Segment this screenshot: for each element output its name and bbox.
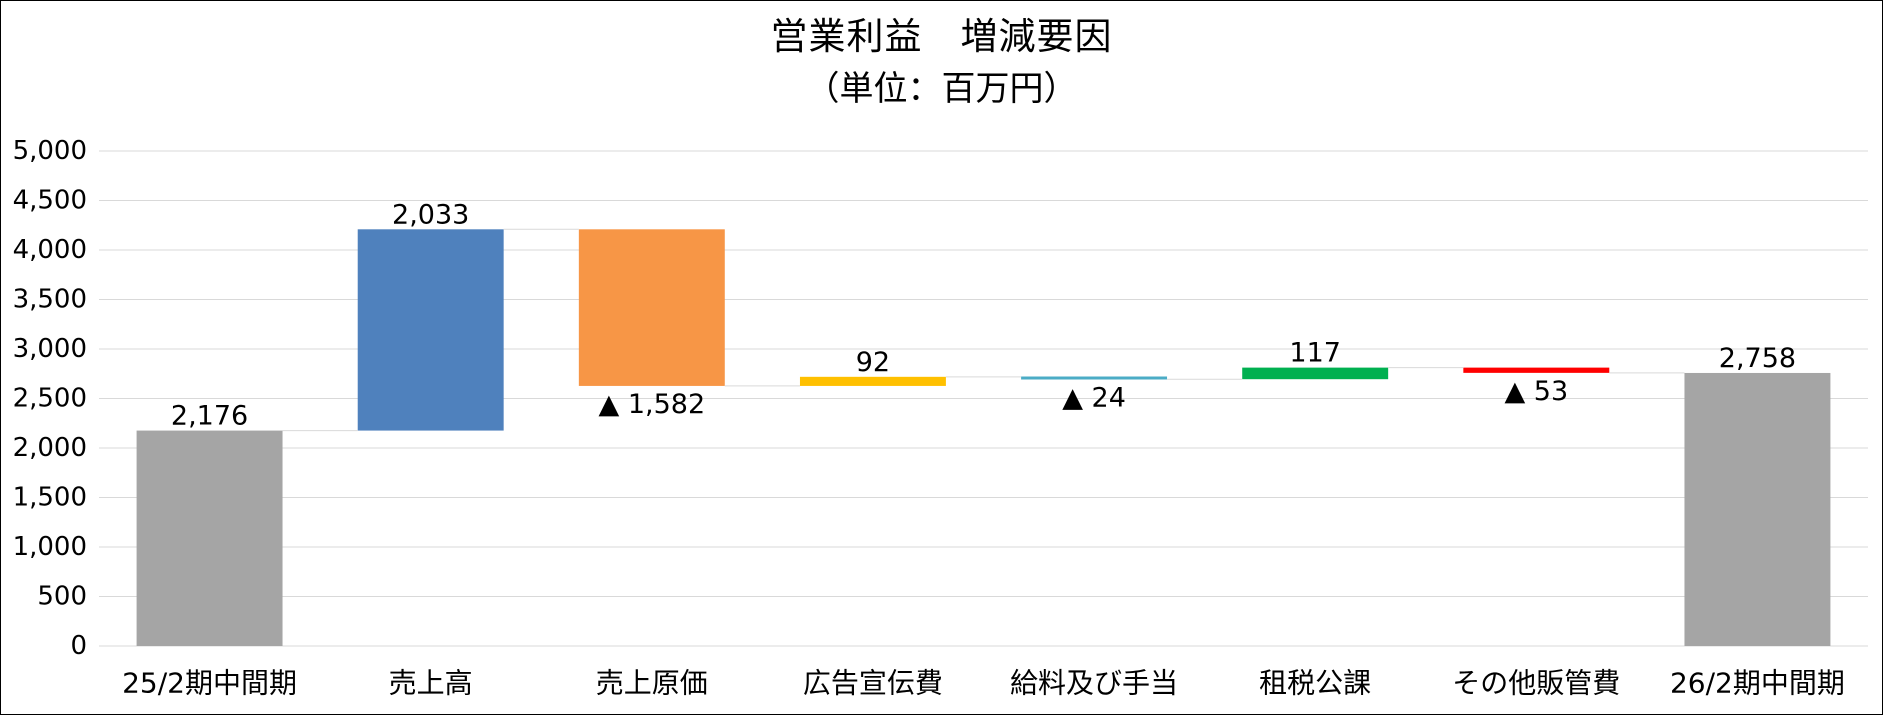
y-tick-label: 2,500 xyxy=(13,384,87,414)
y-tick-label: 4,500 xyxy=(13,186,87,216)
data-label: 117 xyxy=(1289,338,1341,369)
y-tick-label: 1,500 xyxy=(13,483,87,513)
bar xyxy=(799,376,946,386)
bar xyxy=(1242,367,1389,380)
y-tick-label: 5,000 xyxy=(13,136,87,166)
bar xyxy=(357,229,504,431)
y-tick-label: 0 xyxy=(70,631,87,661)
y-tick-label: 3,500 xyxy=(13,285,87,315)
y-tick-label: 1,000 xyxy=(13,532,87,562)
y-tick-label: 2,000 xyxy=(13,433,87,463)
y-tick-label: 3,000 xyxy=(13,334,87,364)
data-label: ▲ 53 xyxy=(1504,376,1568,407)
x-category-label: その他販管費 xyxy=(1452,667,1620,700)
y-tick-label: 4,000 xyxy=(13,235,87,265)
bar xyxy=(1021,376,1168,380)
x-category-label: 売上原価 xyxy=(596,667,708,700)
y-tick-label: 500 xyxy=(37,582,87,612)
chart-subtitle: （単位：百万円） xyxy=(805,69,1078,109)
chart-title-block: 営業利益 増減要因 （単位：百万円） xyxy=(1,11,1882,115)
data-label: 2,758 xyxy=(1719,343,1796,374)
x-category-label: 26/2期中間期 xyxy=(1670,667,1845,700)
bar xyxy=(1684,372,1831,646)
x-category-label: 広告宣伝費 xyxy=(803,667,943,700)
x-category-label: 租税公課 xyxy=(1259,667,1371,700)
data-label: 92 xyxy=(856,347,890,378)
bar xyxy=(136,430,283,646)
bar xyxy=(1463,367,1610,373)
data-label: ▲ 24 xyxy=(1062,383,1126,414)
x-category-label: 25/2期中間期 xyxy=(122,667,297,700)
bar xyxy=(578,229,725,386)
data-label: 2,176 xyxy=(171,401,248,432)
chart-title: 営業利益 増減要因 xyxy=(770,15,1113,58)
data-label: 2,033 xyxy=(392,199,469,230)
data-label: ▲ 1,582 xyxy=(598,389,705,420)
x-category-label: 売上高 xyxy=(389,667,473,700)
x-category-label: 給料及び手当 xyxy=(1010,667,1178,700)
